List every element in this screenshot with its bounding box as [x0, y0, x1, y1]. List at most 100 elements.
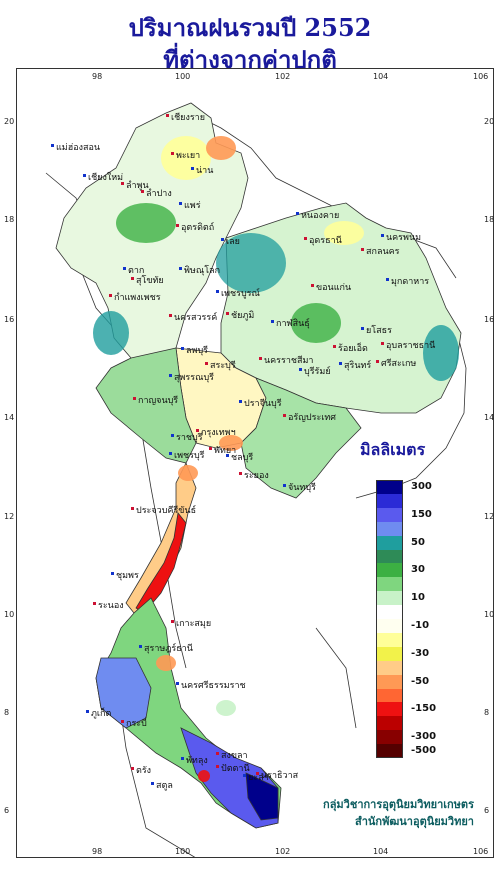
lat-tick-left: 8	[4, 708, 10, 717]
station-marker	[196, 429, 199, 432]
place-label: ยะลา	[248, 773, 269, 783]
place-label: น่าน	[196, 166, 213, 176]
station-marker	[386, 278, 389, 281]
legend-label: -300	[411, 731, 437, 743]
place-label: อุตรดิตถ์	[181, 221, 214, 233]
station-marker	[151, 782, 154, 785]
place-label: จันทบุรี	[288, 482, 316, 493]
station-marker	[226, 454, 229, 457]
place-label: สระบุรี	[210, 360, 236, 371]
place-label: ชุมพร	[116, 571, 139, 581]
place-label: อุบลราชธานี	[386, 340, 435, 351]
station-marker	[111, 572, 114, 575]
place-label: ระนอง	[98, 601, 124, 611]
place-label: แม่ฮ่องสอน	[56, 143, 100, 153]
station-marker	[171, 620, 174, 623]
place-label: ภูเก็ต	[91, 706, 111, 719]
place-label: กาญจนบุรี	[138, 395, 178, 406]
lat-tick-right: 10	[484, 610, 495, 619]
place-label: เกาะสมุย	[176, 619, 211, 629]
station-marker	[361, 327, 364, 330]
legend-swatch	[376, 577, 403, 592]
station-marker	[209, 447, 212, 450]
station-marker	[221, 238, 224, 241]
station-marker	[216, 765, 219, 768]
place-label: ประจวบคีรีขันธ์	[136, 504, 196, 516]
station-marker	[181, 347, 184, 350]
place-label: อุดรธานี	[309, 235, 342, 246]
legend-label: 30	[411, 564, 425, 576]
place-label: พัทลุง	[186, 756, 208, 766]
lat-tick-right: 16	[484, 315, 495, 324]
station-marker	[339, 362, 342, 365]
station-marker	[361, 248, 364, 251]
place-label: สุราษฎร์ธานี	[144, 642, 193, 654]
lat-tick-left: 20	[4, 117, 15, 126]
place-label: นครศรีธรรมราช	[181, 680, 246, 691]
place-label: ระยอง	[244, 471, 269, 481]
lat-tick-left: 12	[4, 512, 15, 521]
place-label: ศรีสะเกษ	[381, 358, 416, 369]
station-marker	[299, 368, 302, 371]
place-label: กำแพงเพชร	[114, 292, 161, 303]
legend-label: -50	[411, 675, 430, 687]
station-marker	[131, 507, 134, 510]
legend-swatch	[376, 563, 403, 578]
station-marker	[226, 312, 229, 315]
legend-swatch	[376, 660, 403, 676]
lat-tick-right: 8	[484, 708, 490, 717]
station-marker	[216, 290, 219, 293]
legend-swatch	[376, 702, 403, 717]
legend-label: 150	[411, 508, 432, 520]
place-label: กระบี่	[126, 716, 147, 729]
place-label: ขอนแก่น	[316, 283, 351, 293]
lon-tick-top: 98	[92, 72, 103, 81]
station-marker	[181, 757, 184, 760]
lat-tick-right: 20	[484, 117, 495, 126]
lon-tick-top: 100	[175, 72, 191, 81]
station-marker	[166, 114, 169, 117]
lat-tick-left: 18	[4, 215, 15, 224]
place-label: ตาก	[128, 266, 144, 276]
legend-swatch	[376, 688, 403, 703]
station-marker	[179, 267, 182, 270]
station-marker	[123, 267, 126, 270]
station-marker	[169, 452, 172, 455]
place-label: อรัญประเทศ	[288, 413, 336, 423]
lat-tick-right: 14	[484, 413, 495, 422]
station-marker	[133, 397, 136, 400]
legend-swatch	[376, 632, 403, 648]
lon-tick-bottom: 104	[373, 847, 389, 856]
place-label: ลำปาง	[146, 188, 172, 199]
station-marker	[179, 202, 182, 205]
place-label: มุกดาหาร	[391, 277, 429, 287]
legend-label: -30	[411, 647, 430, 659]
place-label: สุรินทร์	[344, 359, 371, 371]
lat-tick-right: 6	[484, 806, 490, 815]
place-label: สงขลา	[221, 751, 248, 761]
station-marker	[176, 682, 179, 685]
lon-tick-bottom: 102	[275, 847, 291, 856]
station-marker	[239, 472, 242, 475]
legend-swatch	[376, 730, 403, 745]
station-marker	[191, 167, 194, 170]
legend-label: 10	[411, 592, 425, 604]
station-marker	[304, 237, 307, 240]
legend-swatch	[376, 521, 403, 537]
legend-swatch	[376, 619, 403, 634]
station-marker	[93, 602, 96, 605]
station-marker	[283, 414, 286, 417]
legend-swatch	[376, 646, 403, 662]
lon-tick-top: 104	[373, 72, 389, 81]
legend-swatch	[376, 674, 403, 689]
legend-swatch	[376, 535, 403, 550]
place-label: พัทยา	[214, 446, 236, 456]
station-marker	[311, 284, 314, 287]
place-label: เลย	[226, 237, 240, 247]
legend-swatch	[376, 605, 403, 620]
place-label: นครพนม	[386, 233, 421, 243]
station-marker	[131, 767, 134, 770]
lat-tick-left: 14	[4, 413, 15, 422]
legend-title: มิลลิเมตร	[360, 440, 426, 459]
